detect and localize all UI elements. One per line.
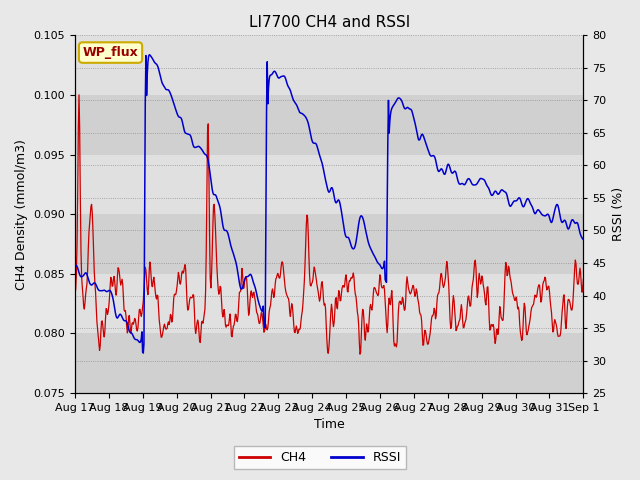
Bar [75,334,583,393]
Y-axis label: CH4 Density (mmol/m3): CH4 Density (mmol/m3) [15,139,28,289]
Legend: CH4, RSSI: CH4, RSSI [234,446,406,469]
X-axis label: Time: Time [314,419,344,432]
Bar [75,214,583,274]
Bar [75,36,583,95]
Text: WP_flux: WP_flux [83,46,138,59]
Bar [75,95,583,155]
Bar [75,155,583,214]
Y-axis label: RSSI (%): RSSI (%) [612,187,625,241]
Bar [75,274,583,334]
Title: LI7700 CH4 and RSSI: LI7700 CH4 and RSSI [248,15,410,30]
